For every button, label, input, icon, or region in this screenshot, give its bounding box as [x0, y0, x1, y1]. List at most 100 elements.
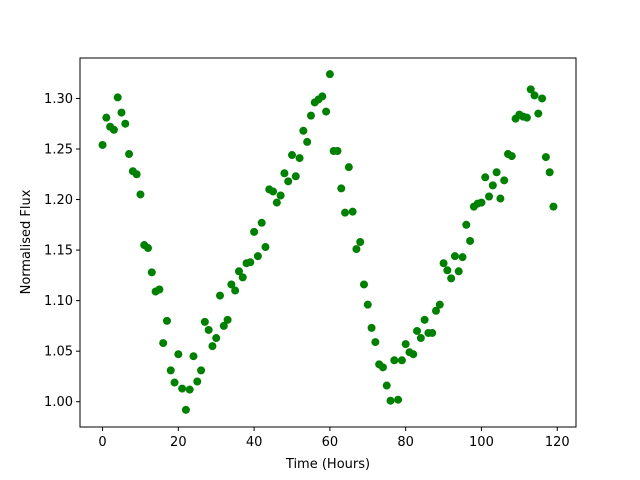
x-tick-label: 40 — [246, 435, 263, 450]
point — [231, 286, 240, 295]
point — [549, 202, 558, 211]
y-tick-label: 1.00 — [44, 395, 73, 410]
point — [322, 107, 331, 116]
point — [534, 109, 543, 118]
y-tick-label: 1.10 — [44, 294, 73, 309]
x-tick-label: 100 — [469, 435, 494, 450]
point — [466, 236, 475, 245]
point — [295, 154, 304, 163]
point — [155, 285, 164, 294]
point — [413, 326, 422, 335]
point — [447, 274, 456, 283]
point — [299, 126, 308, 135]
y-tick-label: 1.25 — [44, 142, 73, 157]
point — [363, 300, 372, 309]
point — [284, 177, 293, 186]
point — [219, 321, 228, 330]
point — [386, 396, 395, 405]
point — [481, 173, 490, 182]
point — [227, 280, 236, 289]
point — [450, 252, 459, 261]
point — [492, 168, 501, 177]
plot-frame — [79, 57, 577, 428]
x-axis-label: Time (Hours) — [285, 457, 370, 472]
point — [162, 316, 171, 325]
point — [234, 267, 243, 276]
point — [394, 395, 403, 404]
point — [147, 268, 156, 277]
point — [522, 113, 531, 122]
point — [102, 113, 111, 122]
point — [420, 315, 429, 324]
point — [246, 258, 255, 267]
point — [238, 273, 247, 282]
point — [166, 366, 175, 375]
point — [500, 176, 509, 185]
point — [359, 280, 368, 289]
point — [443, 266, 452, 275]
point — [458, 253, 467, 262]
y-axis-label: Normalised Flux — [19, 189, 34, 294]
x-tick-label: 80 — [397, 435, 414, 450]
point — [325, 70, 334, 79]
y-tick-label: 1.05 — [44, 345, 73, 360]
point — [121, 119, 130, 128]
point — [117, 108, 126, 117]
point — [545, 168, 554, 177]
point — [507, 152, 516, 161]
x-tick-label: 60 — [322, 435, 339, 450]
point — [401, 340, 410, 349]
point — [178, 384, 187, 393]
point — [193, 377, 202, 386]
point — [431, 306, 440, 315]
point — [303, 137, 312, 146]
point — [159, 339, 168, 348]
point — [541, 153, 550, 162]
point — [496, 194, 505, 203]
point — [352, 245, 361, 254]
point — [181, 405, 190, 414]
point — [125, 150, 134, 159]
point — [197, 366, 206, 375]
point — [318, 92, 327, 101]
point — [488, 181, 497, 190]
point — [208, 342, 217, 351]
point — [257, 218, 266, 227]
point — [174, 350, 183, 359]
point — [98, 140, 107, 149]
point — [253, 252, 262, 261]
point — [435, 300, 444, 309]
point — [212, 334, 221, 343]
x-tick-label: 20 — [170, 435, 187, 450]
point — [189, 352, 198, 361]
point — [333, 147, 342, 156]
point — [276, 191, 285, 200]
point — [390, 356, 399, 365]
point — [371, 338, 380, 347]
point — [337, 184, 346, 193]
y-tick-label: 1.30 — [44, 92, 73, 107]
point — [204, 325, 213, 334]
point — [477, 198, 486, 207]
point — [416, 334, 425, 343]
point — [113, 93, 122, 102]
point — [526, 85, 535, 94]
point — [269, 187, 278, 196]
point — [144, 244, 153, 253]
point — [485, 192, 494, 201]
point — [288, 151, 297, 160]
point — [344, 163, 353, 172]
point — [272, 198, 281, 207]
y-tick-label: 1.15 — [44, 244, 73, 259]
point — [397, 356, 406, 365]
point — [382, 381, 391, 390]
point — [280, 169, 289, 178]
point — [132, 170, 141, 179]
point — [530, 91, 539, 100]
point — [341, 208, 350, 217]
point — [109, 125, 118, 134]
point — [136, 190, 145, 199]
point — [185, 385, 194, 394]
